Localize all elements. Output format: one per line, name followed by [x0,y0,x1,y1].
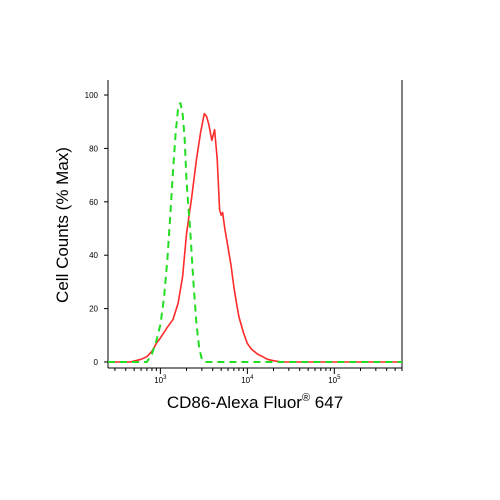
x-tick-label-base-0: 10 [154,376,163,385]
y-tick-label-1: 20 [89,305,98,314]
x-axis-label: CD86-Alexa Fluor® 647 [167,392,343,412]
y-tick-label-3: 60 [89,198,98,207]
x-tick-label-exp-1: 4 [250,375,254,381]
y-axis-label: Cell Counts (% Max) [53,147,72,303]
y-tick-label-2: 40 [89,251,98,260]
x-axis-label-main: CD86-Alexa Fluor [167,393,302,412]
x-axis-label-superscript: ® [302,392,310,404]
y-tick-label-4: 80 [89,144,98,153]
plot-frame [107,80,403,369]
x-tick-label-base-1: 10 [241,376,250,385]
y-tick-label-5: 100 [85,91,99,100]
x-tick-label-base-2: 10 [328,376,337,385]
y-axis-ticks: 0 20 40 60 80 100 [85,91,108,367]
x-tick-label-1: 104 [241,375,254,385]
x-tick-label-0: 103 [154,375,167,385]
series-layer [108,102,402,363]
x-axis-ticks: 103 104 105 [114,368,403,385]
series-line-0-solid [108,112,402,363]
x-tick-label-exp-0: 3 [163,375,167,381]
y-tick-label-0: 0 [94,358,99,367]
x-tick-label-2: 105 [328,375,341,385]
x-tick-label-exp-2: 5 [337,375,341,381]
series-line-1-dashed [108,102,402,363]
x-axis-label-suffix: 647 [310,393,343,412]
